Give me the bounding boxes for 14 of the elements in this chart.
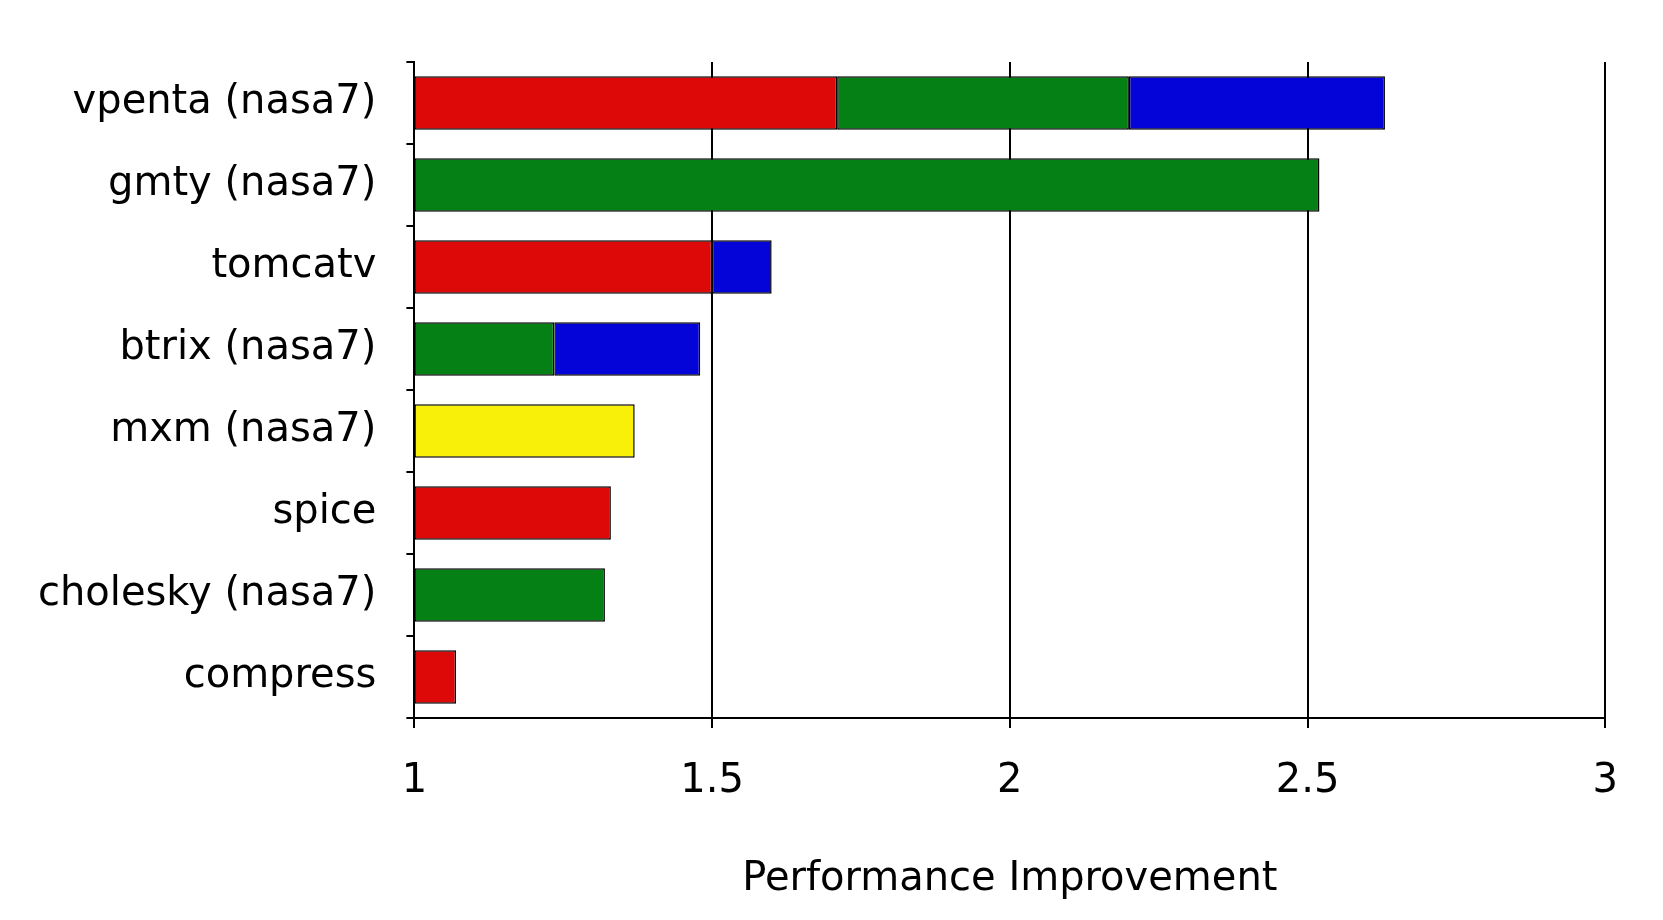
- x-tick-label: 1: [401, 755, 428, 802]
- y-tick-label: btrix (nasa7): [119, 322, 377, 369]
- x-tick-label: 2: [997, 755, 1023, 802]
- y-tick-label: spice: [272, 486, 377, 533]
- x-tick-label: 2.5: [1275, 755, 1340, 802]
- y-tick-label: compress: [183, 650, 377, 697]
- x-axis-title: Performance Improvement: [742, 853, 1278, 900]
- x-tick-label: 1.5: [680, 755, 744, 802]
- y-tick-label: vpenta (nasa7): [72, 76, 377, 123]
- y-tick-label: gmty (nasa7): [108, 158, 377, 205]
- y-tick-label: mxm (nasa7): [110, 404, 377, 451]
- y-tick-label: cholesky (nasa7): [37, 568, 377, 615]
- y-tick-label: tomcatv: [211, 240, 377, 287]
- x-tick-label: 3: [1592, 755, 1618, 802]
